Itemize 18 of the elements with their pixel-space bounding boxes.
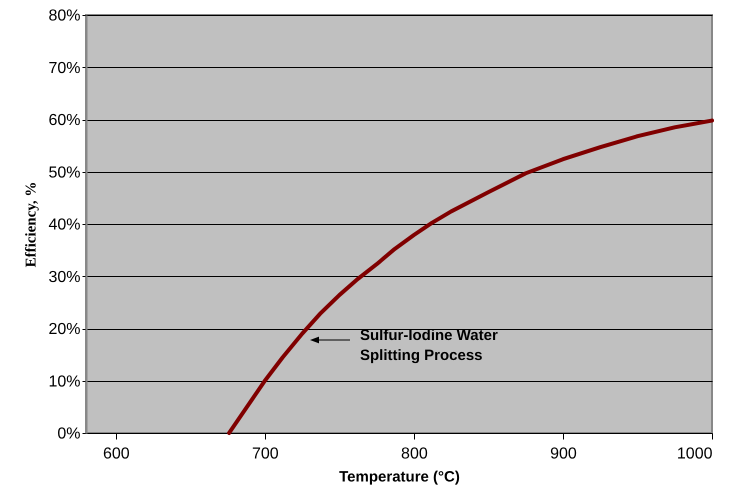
x-axis-title: Temperature (°C) [339, 468, 460, 486]
y-tick-label: 70% [48, 60, 80, 77]
y-tick-label: 0% [57, 426, 80, 442]
y-tick-label: 60% [48, 112, 80, 129]
annotation: Sulfur-Iodine Water Splitting Process [360, 327, 498, 364]
y-tick-label: 20% [48, 321, 80, 338]
x-tick-label: 900 [550, 446, 577, 462]
y-tick-label: 10% [48, 373, 80, 390]
line-series [227, 118, 714, 435]
y-tick-label: 80% [48, 8, 80, 24]
x-tick-label: 600 [102, 446, 130, 462]
y-tick-label: 40% [48, 216, 80, 234]
x-tick-label: 800 [401, 446, 428, 462]
y-tick-label: 30% [48, 268, 80, 286]
x-tick-label: 700 [252, 446, 279, 462]
y-axis-title: Efficiency, % [23, 182, 40, 268]
x-tick-label: 1000 [676, 446, 713, 462]
y-tick-label: 50% [48, 164, 80, 182]
